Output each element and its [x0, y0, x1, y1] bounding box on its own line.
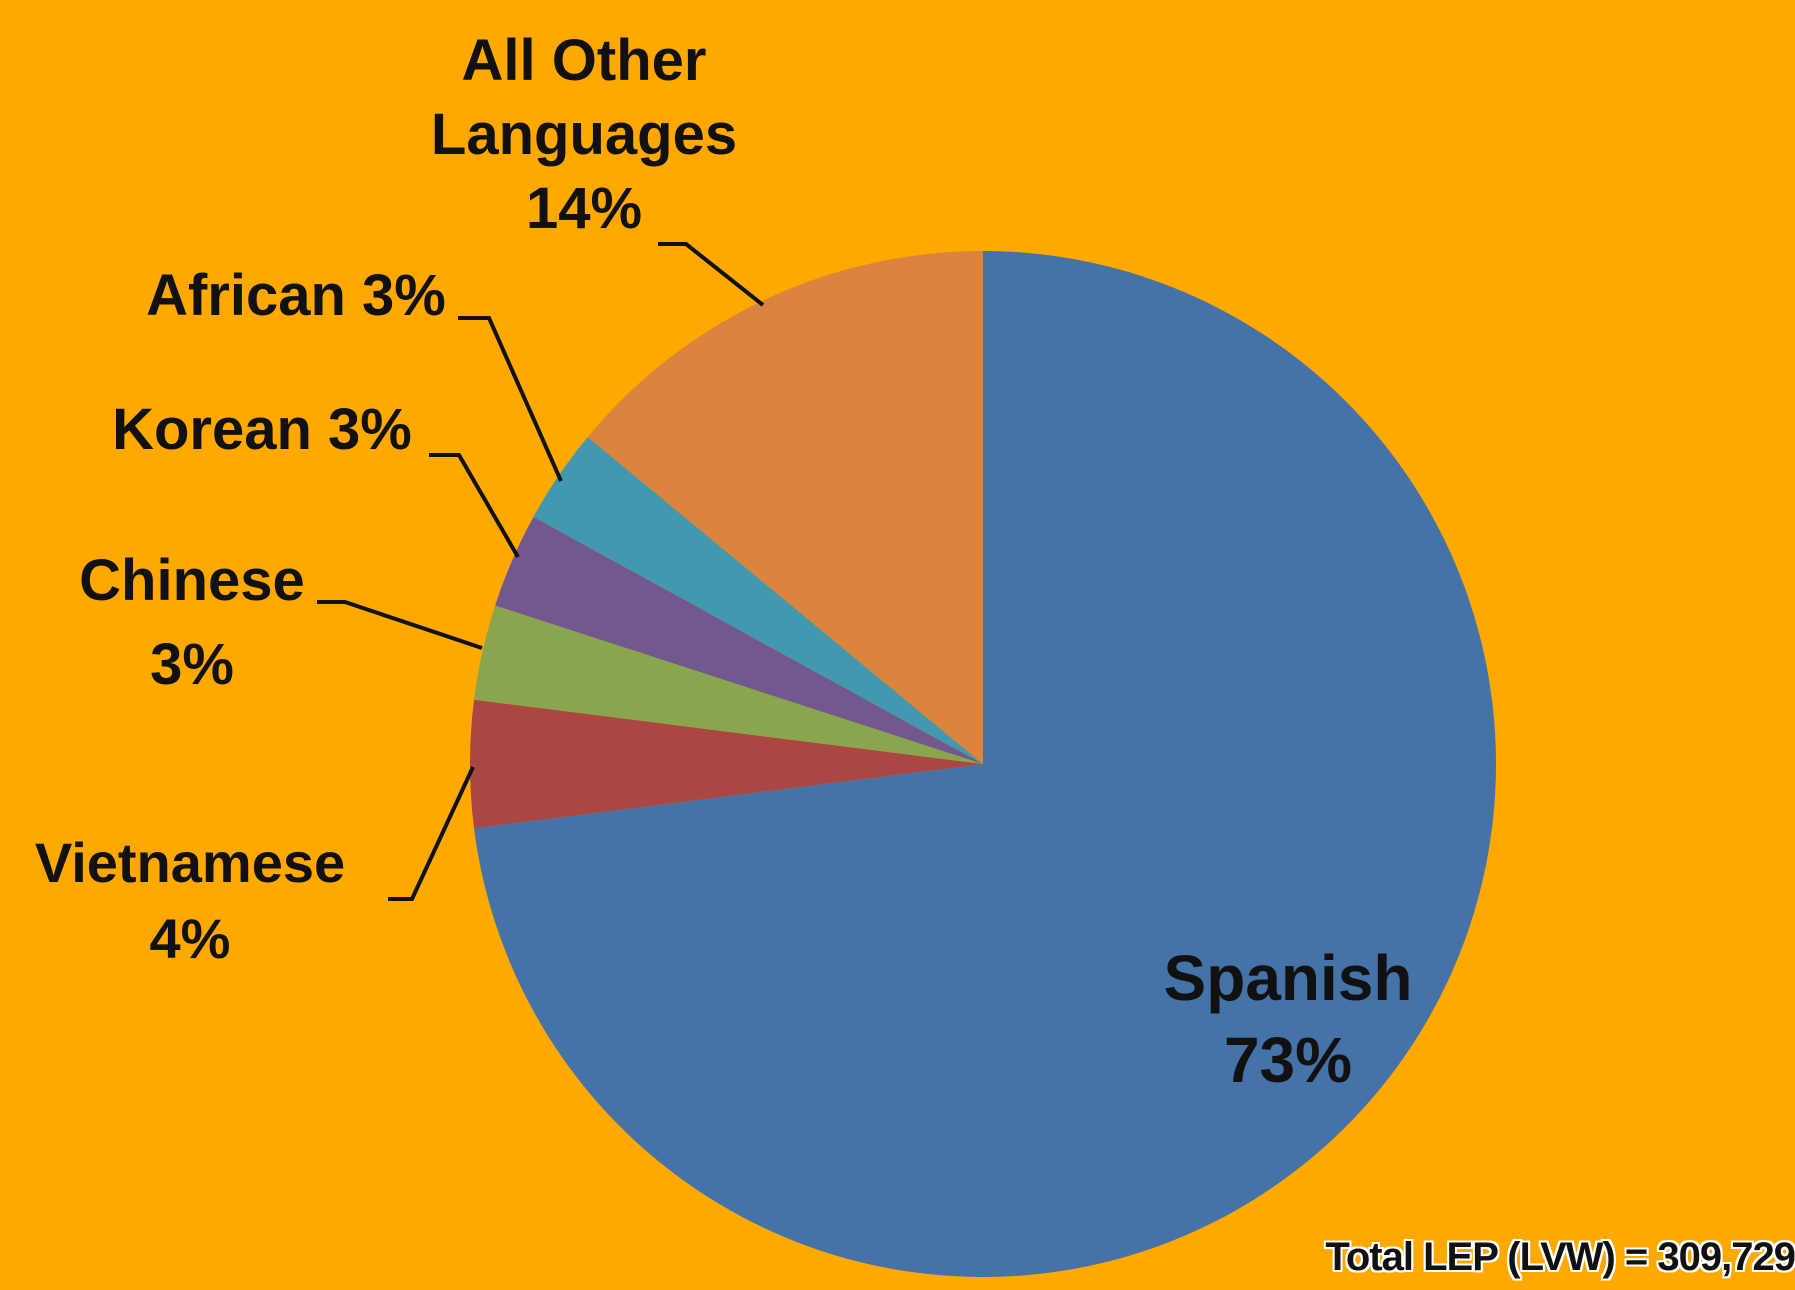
leader-line — [388, 766, 475, 901]
slice-label: African 3% — [146, 263, 446, 328]
leader-lines — [317, 242, 765, 901]
slice-label: 4% — [150, 907, 231, 970]
pie-slice-spanish — [474, 251, 1497, 1277]
leader-line — [658, 242, 765, 307]
pie-slice-korean-3- — [495, 516, 983, 764]
slice-label: All Other — [462, 28, 707, 93]
slice-label: 3% — [150, 632, 234, 697]
pie-slice-all-other — [587, 251, 983, 764]
pie-slice-african-3- — [533, 437, 983, 764]
leader-line — [429, 453, 520, 559]
leader-line — [317, 600, 483, 650]
slice-label: Korean 3% — [112, 397, 412, 462]
slice-label: Spanish — [1164, 942, 1413, 1014]
pie-slices — [470, 251, 1497, 1277]
slice-label: Languages — [431, 102, 737, 167]
slice-label: 73% — [1224, 1024, 1352, 1096]
pie-slice-vietnamese — [470, 699, 984, 829]
slice-label: 14% — [526, 176, 642, 241]
total-annotation: Total LEP (LVW) = 309,729 — [1325, 1235, 1795, 1279]
leader-line — [458, 316, 563, 482]
slice-labels: Spanish 73% Vietnamese 4% Chinese 3% Korean 3%… — [35, 28, 1413, 1096]
pie-slice-chinese — [474, 605, 983, 764]
slice-label: Vietnamese — [35, 831, 345, 894]
slice-label: Chinese — [79, 548, 305, 613]
